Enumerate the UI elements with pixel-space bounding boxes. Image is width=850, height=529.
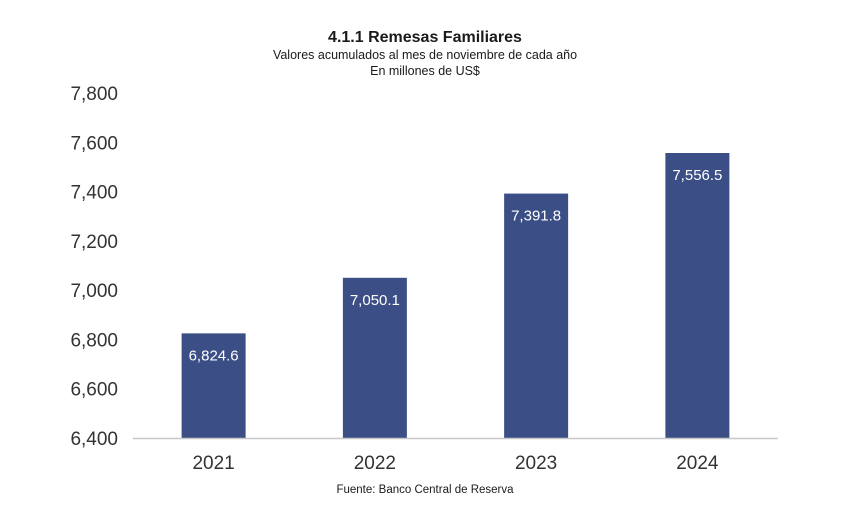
x-tick-label: 2022: [354, 453, 396, 474]
bar: [181, 333, 246, 438]
data-label: 7,391.8: [511, 208, 561, 225]
chart-subtitle-line-2: En millones de US$: [370, 64, 480, 78]
y-tick-label: 7,200: [70, 232, 118, 253]
y-tick-label: 7,600: [70, 133, 118, 154]
x-tick-label: 2021: [192, 453, 234, 474]
x-tick-label: 2024: [676, 453, 719, 474]
x-tick-label: 2023: [515, 453, 557, 474]
bars: 6,824.6 7,050.1 7,391.8 7,556.5: [181, 153, 730, 438]
y-tick-label: 7,400: [70, 183, 118, 204]
chart-header: 4.1.1 Remesas Familiares Valores acumula…: [0, 28, 850, 79]
chart-source: Fuente: Banco Central de Reserva: [336, 484, 514, 496]
chart-title: 4.1.1 Remesas Familiares: [328, 29, 522, 46]
bar: [504, 193, 569, 438]
y-tick-label: 6,400: [70, 429, 118, 450]
data-label: 7,050.1: [350, 292, 400, 309]
y-axis: 6,400 6,600 6,800 7,000 7,200 7,400 7,600 7,800: [70, 84, 118, 450]
y-tick-label: 6,600: [70, 380, 118, 401]
chart-subtitle-line-1: Valores acumulados al mes de noviembre d…: [272, 48, 578, 62]
data-label: 7,556.5: [672, 167, 722, 184]
y-tick-label: 7,800: [70, 84, 118, 105]
y-tick-label: 6,800: [70, 330, 118, 351]
bar: [342, 277, 407, 438]
x-axis: 2021 2022 2023 2024: [133, 437, 778, 474]
data-label: 6,824.6: [189, 347, 239, 364]
y-tick-label: 7,000: [70, 281, 118, 302]
bar: [665, 153, 730, 438]
